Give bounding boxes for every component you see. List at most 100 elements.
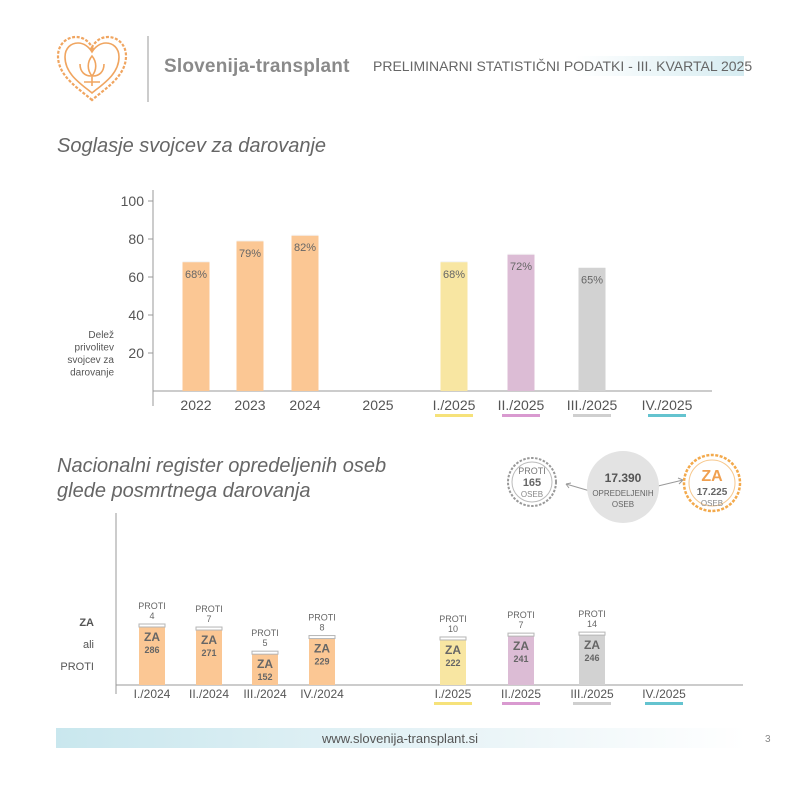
- bar-proti-label: PROTI: [507, 610, 535, 620]
- za-bubble-value: 17.225: [697, 487, 728, 498]
- arrow-to-proti: [565, 483, 591, 492]
- bar-za: [309, 638, 335, 685]
- bar-proti-value: 4: [149, 611, 154, 621]
- bar-proti: [138, 623, 166, 628]
- bar-proti-label: PROTI: [195, 604, 223, 614]
- bar-za: [579, 635, 605, 685]
- category-underline: [573, 702, 611, 705]
- bar-value-label: 72%: [510, 261, 532, 273]
- x-tick-label: III./2025: [567, 397, 618, 413]
- bar-za-label: ZA: [584, 638, 600, 652]
- x-tick-label: II./2024: [189, 687, 229, 701]
- section-title-consent-text: Soglasje svojcev za darovanje: [57, 135, 327, 157]
- bar-proti-label: PROTI: [138, 601, 166, 611]
- bar-proti: [439, 636, 467, 641]
- bar-value-label: 65%: [581, 275, 603, 287]
- category-underline: [573, 414, 611, 417]
- category-underline: [502, 414, 540, 417]
- bar-proti-value: 5: [262, 638, 267, 648]
- x-tick-label: III./2025: [570, 687, 614, 701]
- proti-bubble-inner: [511, 461, 553, 503]
- bar-value-label: 68%: [443, 269, 465, 281]
- total-bubble-value: 17.390: [605, 471, 642, 485]
- za-bubble: [682, 453, 742, 513]
- arrow-to-proti-head: [565, 482, 572, 489]
- bar-za-label: ZA: [257, 657, 273, 671]
- header-title-bar: [368, 56, 744, 76]
- header-divider: [147, 36, 149, 102]
- total-bubble-label1: OPREDELJENIH: [592, 489, 654, 498]
- footer-bar: [56, 728, 746, 748]
- bar-proti-label: PROTI: [251, 628, 279, 638]
- x-tick-label: IV./2024: [300, 687, 344, 701]
- bar-proti: [578, 631, 606, 636]
- bar-za: [440, 639, 466, 685]
- category-underline: [502, 702, 540, 705]
- bar-za: [508, 636, 534, 685]
- bar-za-label: ZA: [314, 642, 330, 656]
- bar-za: [196, 630, 222, 685]
- y-tick-label: 80: [128, 231, 144, 247]
- bar-za-label: ZA: [445, 643, 461, 657]
- bar-za-value: 222: [445, 658, 460, 668]
- bar-proti-label: PROTI: [578, 609, 606, 619]
- bar-za-value: 229: [314, 657, 329, 667]
- category-underline: [645, 702, 683, 705]
- y-axis-label: privolitev: [75, 343, 114, 354]
- bar: [507, 254, 535, 391]
- bar-value-label: 82%: [294, 242, 316, 254]
- y-axis-label: svojcev za: [67, 355, 114, 366]
- za-bubble-label: ZA: [701, 468, 723, 485]
- proti-bubble-value: 165: [523, 477, 541, 489]
- bar-proti-label: PROTI: [308, 613, 336, 623]
- brand-name: Slovenija-transplant: [164, 56, 350, 77]
- bar-za-label: ZA: [144, 630, 160, 644]
- x-tick-label: I./2024: [134, 687, 171, 701]
- x-tick-label: I./2025: [435, 687, 472, 701]
- za-bubble-inner: [688, 459, 736, 507]
- y-tick-label: 100: [121, 193, 145, 209]
- y-axis-label: ZA: [79, 617, 94, 629]
- category-underline: [648, 414, 686, 417]
- bar-proti-value: 7: [518, 620, 523, 630]
- x-tick-label: II./2025: [501, 687, 541, 701]
- bar-za: [252, 654, 278, 685]
- bar-za-label: ZA: [513, 639, 529, 653]
- bar-za-value: 246: [584, 653, 599, 663]
- bar: [440, 261, 468, 391]
- page-number: 3: [765, 734, 771, 745]
- x-tick-label: 2023: [234, 397, 265, 413]
- total-bubble: [587, 451, 659, 523]
- y-axis-label: darovanje: [70, 368, 114, 379]
- footer-url[interactable]: www.slovenija-transplant.si: [321, 731, 479, 746]
- y-axis-label: PROTI: [60, 661, 94, 673]
- bar-za: [139, 627, 165, 685]
- x-tick-label: 2024: [289, 397, 320, 413]
- za-bubble-unit: OSEB: [701, 499, 723, 508]
- page-title: PRELIMINARNI STATISTIČNI PODATKI - III. …: [373, 58, 753, 74]
- bar-proti-value: 14: [587, 619, 597, 629]
- proti-bubble-label: PROTI: [518, 466, 546, 476]
- bar-proti-value: 8: [319, 623, 324, 633]
- slovenija-transplant-logo-icon: [56, 35, 128, 102]
- x-tick-label: III./2024: [243, 687, 287, 701]
- bar-za-value: 286: [144, 645, 159, 655]
- bar-za-label: ZA: [201, 633, 217, 647]
- section-title-register: Nacionalni register opredeljenih oseb gl…: [57, 454, 386, 504]
- total-bubble-label2: OSEB: [612, 500, 634, 509]
- x-tick-label: 2022: [180, 397, 211, 413]
- arrow-to-za-head: [677, 477, 684, 485]
- bar: [182, 261, 210, 391]
- bar-proti: [507, 632, 535, 637]
- x-tick-label: I./2025: [433, 397, 476, 413]
- y-tick-label: 20: [128, 345, 144, 361]
- bar-proti: [308, 635, 336, 640]
- y-tick-label: 60: [128, 269, 144, 285]
- section-title-consent: Soglasje svojcev za darovanje: [57, 134, 326, 159]
- arrow-to-za: [657, 479, 684, 487]
- x-tick-label: IV./2025: [642, 687, 686, 701]
- x-tick-label: 2025: [362, 397, 393, 413]
